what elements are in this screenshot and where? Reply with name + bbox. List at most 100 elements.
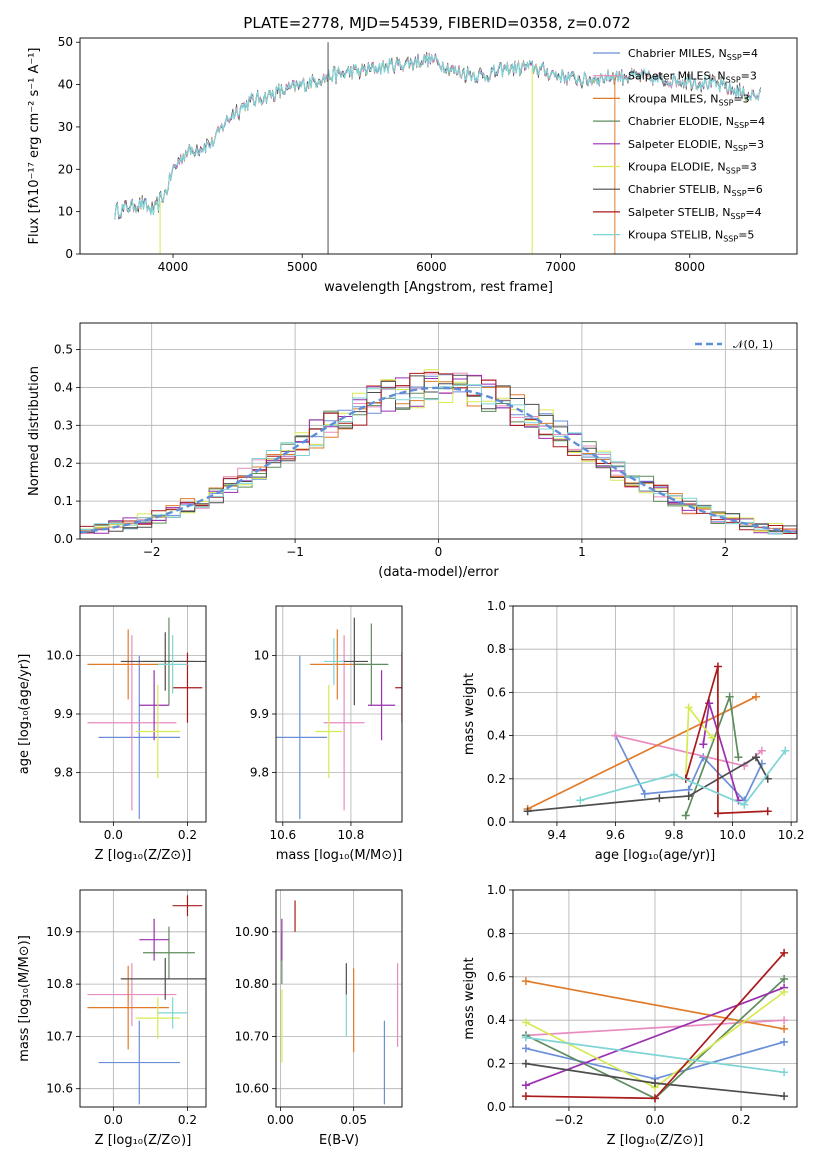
x-tick-label: 0.00 <box>267 1113 294 1127</box>
errorbar-kroupa-stelib <box>157 635 188 694</box>
legend-entry: Salpeter MILES, NSSP=3 <box>628 70 757 85</box>
weight-marker <box>780 1016 789 1025</box>
errorbar-chabrier-stelib <box>120 632 206 691</box>
y-tick-label: 10 <box>254 649 269 663</box>
figure-title: PLATE=2778, MJD=54539, FIBERID=0358, z=0… <box>243 14 630 32</box>
y-tick-label: 0.3 <box>54 418 73 432</box>
weight-marker <box>734 753 743 762</box>
y-axis-label: Flux [fλ10⁻¹⁷ erg cm⁻² s⁻¹ A⁻¹] <box>27 48 42 245</box>
plot-area <box>521 948 789 1103</box>
y-tick-label: 10.7 <box>46 1029 73 1043</box>
y-tick-label: 0 <box>65 247 73 261</box>
y-axis-label: mass weight <box>462 957 477 1039</box>
y-tick-label: 0.8 <box>487 926 506 940</box>
grid <box>276 606 402 822</box>
weight-vs-age-panel: 9.4 9.6 9.8 10.0 10.2 0.0 0.2 0.4 0.6 0.8 1.0 age [… <box>462 599 805 863</box>
y-tick-label: 0.8 <box>487 642 506 656</box>
normal-curve <box>80 386 797 534</box>
weight-marker <box>780 1092 789 1101</box>
y-axis-label: Normed distribution <box>27 366 42 496</box>
weight-line-chabrier-stelib <box>527 756 769 813</box>
x-tick-label: 2 <box>721 545 729 559</box>
errorbar-chabrier-stelib <box>340 617 368 706</box>
weight-marker <box>684 792 693 801</box>
weight-marker <box>780 1037 789 1046</box>
x-tick-label: 9.4 <box>547 828 566 842</box>
grid <box>80 890 206 1107</box>
weight-marker <box>684 703 693 712</box>
y-tick-label: 0.0 <box>54 532 73 546</box>
errorbar-kroupa-stelib <box>323 638 345 685</box>
weight-marker <box>752 753 761 762</box>
legend-entry: Kroupa ELODIE, NSSP=3 <box>628 161 757 176</box>
y-tick-label: 10.6 <box>46 1082 73 1096</box>
weight-marker <box>521 1018 530 1027</box>
weight-marker <box>713 809 722 818</box>
errorbar-chabrier-elodie <box>143 926 195 979</box>
x-tick-label: 4000 <box>158 260 189 274</box>
axes-frame <box>512 889 798 1108</box>
y-tick-label: 0.4 <box>487 729 506 743</box>
x-axis-label: Z [log₁₀(Z/Z⊙)] <box>95 848 192 863</box>
y-tick-label: 0.5 <box>54 343 73 357</box>
axes: −2 −1 0 1 2 0.0 0.1 0.2 0.3 0.4 0.5 (data-model)/er… <box>27 322 798 580</box>
errorbar-salpeter-elodie <box>139 918 169 961</box>
weight-line-kroupa-miles <box>527 695 757 810</box>
weight-marker <box>640 789 649 798</box>
errorbar-kroupa-miles <box>87 965 169 1050</box>
weight-marker <box>757 746 766 755</box>
weight-marker <box>699 740 708 749</box>
plot-area <box>276 617 402 820</box>
y-tick-label: 0.4 <box>54 380 73 394</box>
axes-frame <box>512 605 798 823</box>
y-tick-label: 10.90 <box>235 925 269 939</box>
weight-marker <box>521 1033 530 1042</box>
axes-frame <box>79 37 798 255</box>
errorbar-salpeter-elodie <box>139 670 169 741</box>
weight-line-salpeter-miles <box>525 1019 785 1037</box>
weight-line-salpeter-stelib <box>684 666 768 815</box>
x-axis-label: mass [log₁₀(M/M⊙)] <box>276 848 403 863</box>
x-tick-label: 5000 <box>287 260 318 274</box>
weight-marker <box>576 796 585 805</box>
legend-entry: Salpeter STELIB, NSSP=4 <box>628 206 762 221</box>
weight-marker <box>521 977 530 986</box>
x-axis-label: Z [log₁₀(Z/Z⊙)] <box>95 1133 192 1148</box>
y-tick-label: 0.2 <box>487 1057 506 1071</box>
y-tick-label: 10.70 <box>235 1029 269 1043</box>
x-tick-label: 10.6 <box>269 828 296 842</box>
weight-marker <box>521 1081 530 1090</box>
y-tick-label: 40 <box>58 78 73 92</box>
x-axis-label: age [log₁₀(age/yr)] <box>595 848 716 863</box>
x-tick-label: 1 <box>578 545 586 559</box>
legend-entry: Chabrier STELIB, NSSP=6 <box>628 183 763 198</box>
y-axis-label: mass [log₁₀(M/M⊙)] <box>17 935 32 1062</box>
y-axis-label: mass weight <box>462 673 477 755</box>
errorbar-salpeter-stelib <box>172 652 203 723</box>
x-tick-label: 0.2 <box>178 1113 197 1127</box>
mass-vs-ebv-panel: 0.00 0.05 10.60 10.70 10.80 10.90 E(B-V) <box>235 889 403 1148</box>
x-axis-label: Z [log₁₀(Z/Z⊙)] <box>607 1133 704 1148</box>
errorbar-kroupa-elodie <box>135 997 181 1040</box>
plot-area <box>87 617 206 820</box>
axes: 4000 5000 6000 7000 8000 0 10 20 30 40 50 wavelengt… <box>27 35 798 295</box>
axes: 10.6 10.8 9.8 9.9 10 mass [log₁₀(M/M⊙)] <box>250 605 403 863</box>
axes-frame <box>79 322 798 540</box>
age-vs-mass-panel: 10.6 10.8 9.8 9.9 10 mass [log₁₀(M/M⊙)] <box>250 605 403 863</box>
y-tick-label: 1.0 <box>487 883 506 897</box>
y-tick-label: 9.9 <box>54 707 73 721</box>
errorbar-salpeter-miles <box>87 963 177 1026</box>
legend-entry: Salpeter ELODIE, NSSP=3 <box>628 138 764 153</box>
weight-marker <box>763 774 772 783</box>
axes: 0.0 0.2 10.6 10.7 10.8 10.9 Z [log₁₀(Z/Z⊙)] mas… <box>17 889 207 1148</box>
y-tick-label: 30 <box>58 120 73 134</box>
weight-marker <box>763 807 772 816</box>
y-tick-label: 10.60 <box>235 1082 269 1096</box>
weight-vs-metallicity-panel: −0.2 0.0 0.2 0.0 0.2 0.4 0.6 0.8 1.0 Z [log₁₀(Z/Z… <box>462 883 798 1148</box>
y-tick-label: 0.6 <box>487 970 506 984</box>
weight-marker <box>611 731 620 740</box>
errorbar-chabrier-miles <box>98 655 181 820</box>
legend: 𝒩(0, 1) <box>695 338 773 351</box>
weight-marker <box>740 800 749 809</box>
